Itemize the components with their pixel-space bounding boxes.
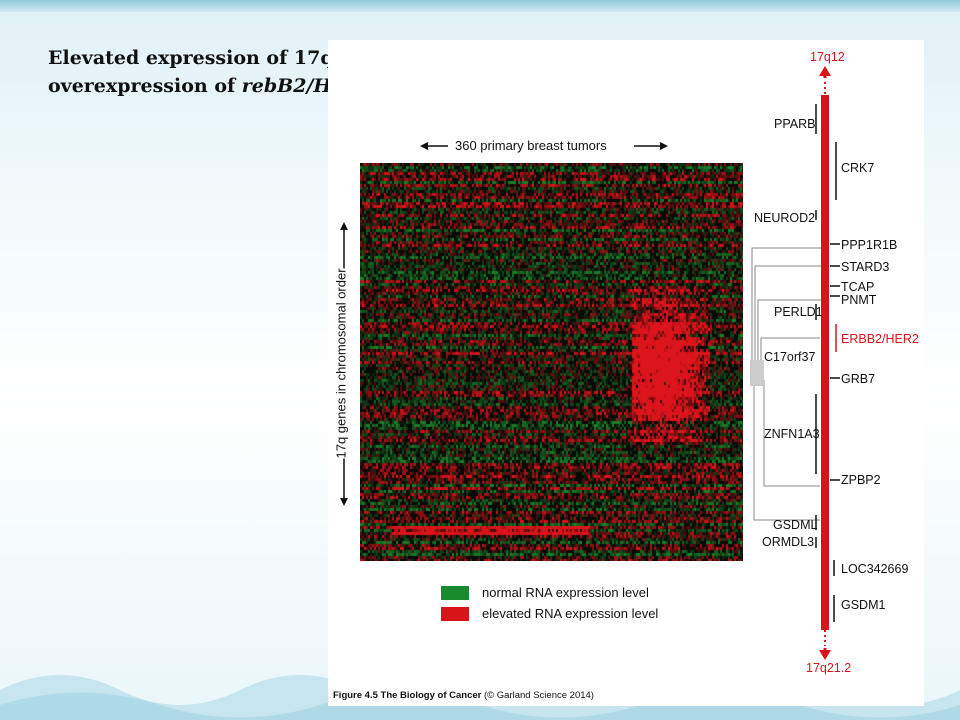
gene-crk7: CRK7 xyxy=(841,161,875,175)
legend-elevated-label: elevated RNA expression level xyxy=(482,606,659,621)
gene-stard3: STARD3 xyxy=(841,260,890,274)
legend-elevated-swatch xyxy=(441,607,469,621)
figure-caption: Figure 4.5 The Biology of Cancer (© Garl… xyxy=(333,690,594,701)
slide-top-bar xyxy=(0,0,960,12)
expression-heatmap xyxy=(360,163,743,561)
tumors-label: 360 primary breast tumors xyxy=(455,138,607,153)
genes-label: 17q genes in chromosomal order xyxy=(333,268,349,459)
caption-bold: Figure 4.5 The Biology of Cancer xyxy=(333,690,482,701)
gene-connectors xyxy=(750,247,822,521)
gene-c17orf37: C17orf37 xyxy=(764,350,816,364)
gene-grb7: GRB7 xyxy=(841,372,876,386)
chrom-bottom-arrow xyxy=(819,630,831,660)
gene-erbb2: ERBB2/HER2 xyxy=(841,332,919,346)
gene-loc342669: LOC342669 xyxy=(841,562,909,576)
gene-pnmt: PNMT xyxy=(841,293,877,307)
chromosome-bar xyxy=(821,95,829,630)
legend-normal-label: normal RNA expression level xyxy=(482,585,649,600)
caption-normal: (© Garland Science 2014) xyxy=(481,690,594,701)
gene-neurod2: NEUROD2 xyxy=(754,211,816,225)
gene-gsdml: GSDML xyxy=(773,518,818,532)
gene-perld1: PERLD1 xyxy=(774,305,823,319)
legend-normal-swatch xyxy=(441,586,469,600)
gene-zpbp2: ZPBP2 xyxy=(841,473,881,487)
gene-tcap: TCAP xyxy=(841,280,875,294)
gene-pparb: PPARB xyxy=(774,117,816,131)
gene-ormdl3: ORMDL3 xyxy=(762,535,815,549)
chrom-bottom-label: 17q21.2 xyxy=(806,661,852,675)
gene-ticks xyxy=(815,104,840,622)
gene-gsdm1: GSDM1 xyxy=(841,598,886,612)
chrom-top-label: 17q12 xyxy=(810,50,845,64)
chrom-top-arrow xyxy=(819,66,831,96)
gene-ppp1r1b: PPP1R1B xyxy=(841,238,898,252)
gene-znfn1a3: ZNFN1A3 xyxy=(764,427,820,441)
tumors-arrow xyxy=(420,142,668,150)
